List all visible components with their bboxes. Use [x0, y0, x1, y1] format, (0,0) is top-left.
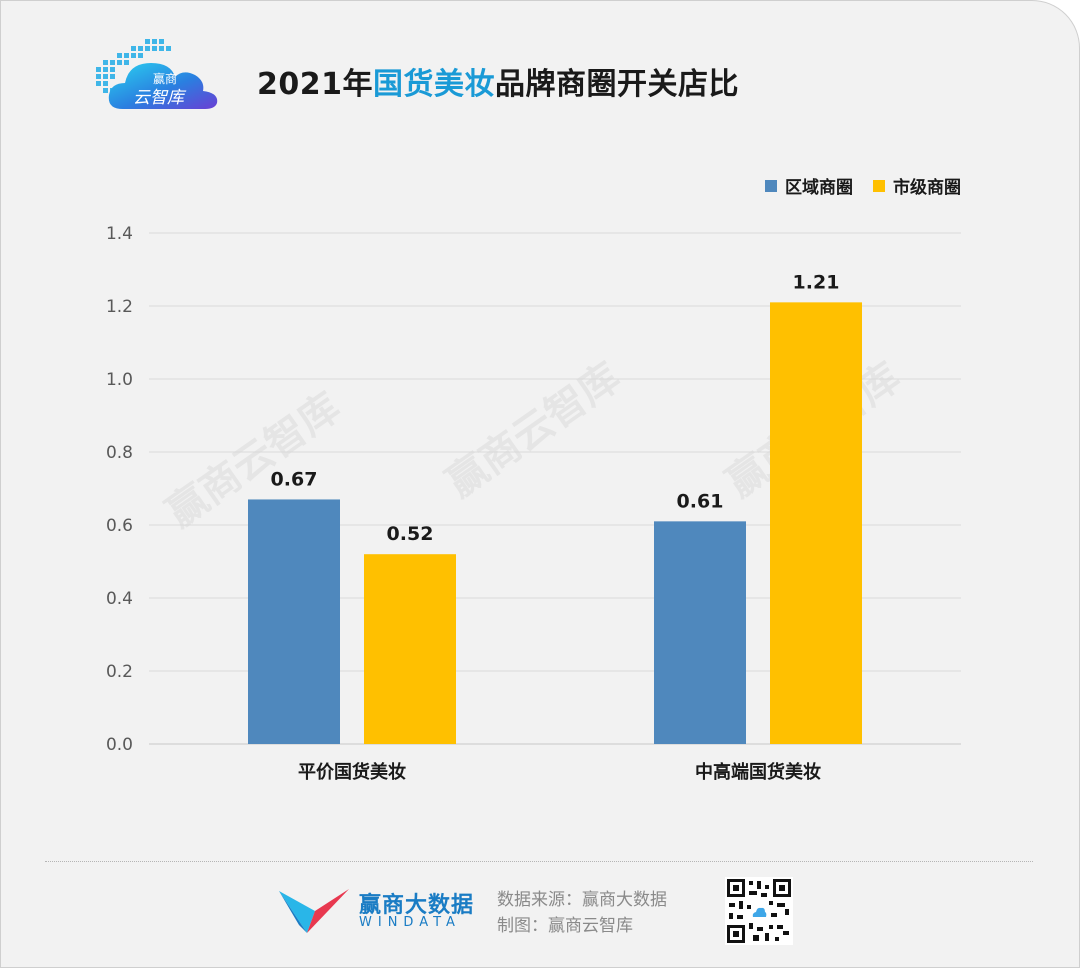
y-tick-label: 0.4	[106, 589, 133, 609]
y-tick-label: 1.4	[106, 224, 133, 244]
y-tick-label: 0.0	[106, 735, 133, 755]
windata-brand-title: 赢商大数据	[359, 893, 475, 918]
chart-title: 2021年国货美妆品牌商圈开关店比	[257, 59, 739, 103]
data-label: 0.67	[271, 468, 318, 490]
footer-divider	[45, 861, 1033, 862]
windata-brand-sub: WINDATA	[359, 915, 461, 930]
chart-legend: 区域商圈 市级商圈	[765, 173, 961, 198]
y-tick-label: 1.2	[106, 297, 133, 317]
cloud-logo-icon: 赢商 云智库	[96, 39, 218, 109]
logo-text-line1: 赢商	[153, 71, 177, 86]
y-tick-label: 0.8	[106, 443, 133, 463]
credit-line: 制图：赢商云智库	[497, 916, 633, 936]
bar-chart: 赢商云智库赢商云智库赢商云智库0.00.20.40.60.81.01.21.40…	[106, 224, 961, 783]
y-tick-label: 1.0	[106, 370, 133, 390]
bar	[770, 302, 862, 744]
windata-logo-icon	[279, 889, 349, 933]
title-suffix: 品牌商圈开关店比	[495, 67, 739, 102]
title-highlight: 国货美妆	[373, 67, 495, 102]
watermark-text: 赢商云智库	[438, 354, 628, 506]
title-prefix: 2021年	[257, 67, 373, 102]
legend-swatch-regional	[765, 179, 777, 192]
legend-item-regional: 区域商圈	[765, 173, 853, 198]
bar	[364, 554, 456, 744]
legend-item-city: 市级商圈	[873, 173, 961, 198]
source-line: 数据来源：赢商大数据	[497, 890, 667, 910]
data-label: 0.52	[387, 523, 434, 545]
source-note: 数据来源：赢商大数据 制图：赢商云智库	[497, 887, 667, 939]
y-tick-label: 0.2	[106, 662, 133, 682]
data-label: 1.21	[793, 271, 840, 293]
bar	[654, 521, 746, 744]
x-tick-label: 中高端国货美妆	[695, 761, 821, 783]
bar	[248, 499, 340, 744]
x-tick-label: 平价国货美妆	[298, 761, 406, 783]
legend-swatch-city	[873, 179, 885, 192]
logo-text-line2: 云智库	[133, 88, 187, 108]
y-tick-label: 0.6	[106, 516, 133, 536]
legend-label-regional: 区域商圈	[785, 178, 853, 198]
data-label: 0.61	[677, 490, 724, 512]
legend-label-city: 市级商圈	[893, 178, 961, 198]
qr-code-icon	[725, 877, 793, 945]
